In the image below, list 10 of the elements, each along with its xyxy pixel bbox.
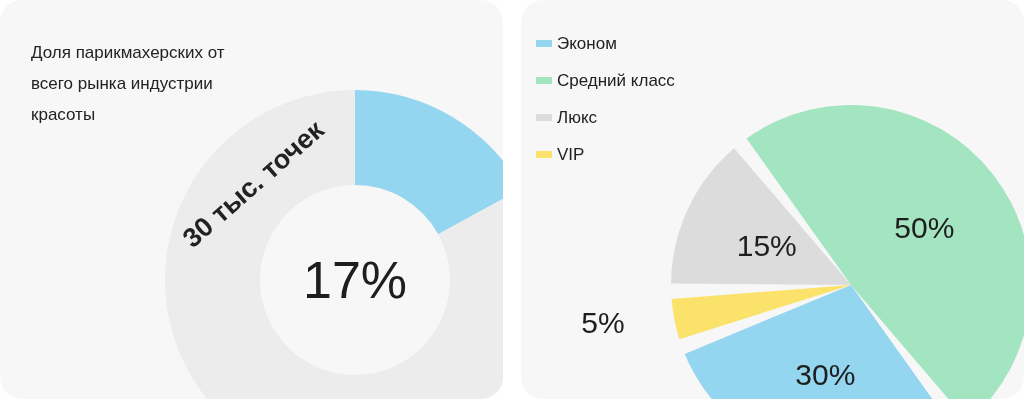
legend-label: Средний класс <box>557 71 676 90</box>
data-label: 50% <box>894 211 955 245</box>
data-label: 30% <box>795 357 856 391</box>
data-label: 17% <box>302 251 408 309</box>
legend-label: Люкс <box>557 108 598 127</box>
data-label: 15% <box>736 229 797 263</box>
chart-title: Доля парикмахерских от всего рынка индустрии красоты <box>31 43 225 124</box>
legend-label: VIP <box>557 145 585 164</box>
data-label: 5% <box>581 305 625 339</box>
legend-label: Эконом <box>557 34 617 53</box>
